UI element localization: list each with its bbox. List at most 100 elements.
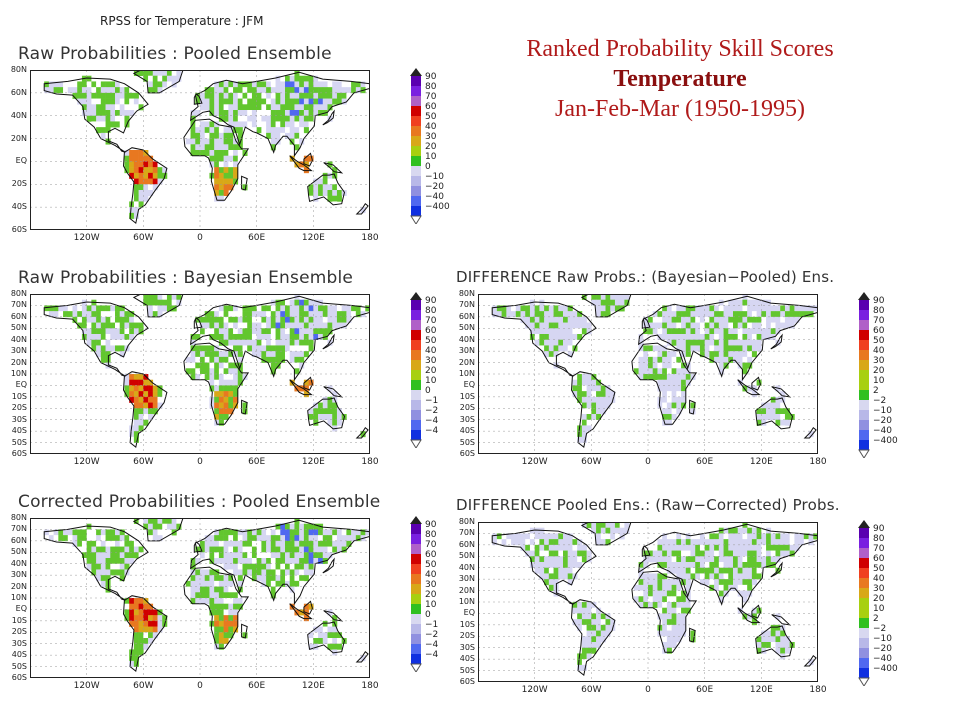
lat-label: 20S [11, 627, 27, 637]
lon-label: 60E [248, 457, 266, 467]
coastline-japan [322, 109, 335, 126]
colorbar-bottom-arrow [410, 439, 422, 448]
colorbar-label: 90 [873, 296, 885, 306]
colorbar-swatch [859, 578, 869, 588]
lat-label: 50N [10, 323, 27, 333]
lat-label: 80N [458, 289, 475, 298]
lat-label: 60S [459, 449, 475, 458]
colorbar-swatch [859, 658, 869, 668]
coastline-greenland [580, 522, 632, 546]
lat-label: 40S [459, 426, 475, 436]
coastline-southAmerica [570, 371, 616, 448]
colorbar-label: 40 [873, 346, 885, 356]
heading-line2: Temperature [613, 66, 747, 92]
colorbar-label: 80 [873, 534, 885, 544]
colorbar-label: −10 [425, 172, 444, 182]
colorbar-label: 10 [873, 604, 885, 614]
coastline-borneo [303, 152, 313, 167]
coastline-indonesia [737, 607, 761, 624]
colorbar-swatch [859, 380, 869, 390]
lat-label: 10N [458, 369, 475, 378]
colorbar-label: −400 [873, 664, 898, 674]
coastline-madagascar [689, 627, 696, 643]
colorbar-label: −10 [873, 406, 892, 416]
colorbar-swatch [411, 350, 421, 360]
colorbar-label: −40 [873, 426, 892, 436]
coastline-northAmerica [43, 301, 149, 377]
coastline-madagascar [241, 399, 248, 415]
colorbar-swatch [411, 654, 421, 664]
coastline-uk [193, 541, 203, 553]
lat-label: 60S [459, 677, 475, 686]
colorbar-swatch [411, 86, 421, 96]
coastline-africa [631, 342, 698, 425]
colorbar-label: −2 [425, 630, 439, 640]
colorbar-swatch [859, 400, 869, 410]
coastline-uk [641, 317, 651, 329]
colorbar-label: 2 [873, 386, 879, 396]
colorbar-swatch [411, 166, 421, 176]
coastline-newguinea [771, 386, 792, 398]
lat-label: 50S [459, 665, 475, 675]
lon-label: 60W [581, 457, 602, 467]
lat-label: 40N [458, 334, 475, 344]
lat-label: 40S [11, 426, 27, 436]
lat-label: 40S [11, 650, 27, 660]
colorbar-swatch [411, 96, 421, 106]
lat-label: 10N [10, 593, 27, 602]
coastline-greenland [132, 294, 184, 318]
lat-label: 60N [458, 311, 475, 321]
colorbar-label: −10 [873, 634, 892, 644]
lat-label: 70N [458, 528, 475, 538]
coastline-indonesia [289, 379, 313, 396]
map-frame [478, 294, 818, 454]
colorbar-label: 50 [425, 336, 437, 346]
colorbar-swatch [411, 534, 421, 544]
lat-label: 50N [458, 323, 475, 333]
lat-label: 20N [458, 585, 475, 595]
coastline-eurasia [637, 523, 818, 610]
lon-label: 180 [361, 681, 379, 691]
panel-title: Raw Probabilities : Bayesian Ensemble [18, 268, 354, 288]
colorbar-label: 70 [425, 92, 437, 102]
map-frame [30, 518, 370, 678]
colorbar-label: 90 [425, 520, 437, 530]
lon-label: 180 [361, 457, 379, 467]
skill-grid [492, 294, 818, 443]
panel-title: DIFFERENCE Pooled Ens.: (Raw−Corrected) … [456, 496, 840, 514]
lon-label: 0 [197, 457, 203, 467]
coastline-nz [803, 654, 817, 667]
colorbar-swatch [411, 300, 421, 310]
colorbar-label: 20 [425, 142, 437, 152]
colorbar-swatch [411, 156, 421, 166]
colorbar-bottom-arrow [858, 449, 870, 458]
colorbar-swatch [411, 76, 421, 86]
colorbar-swatch [859, 648, 869, 658]
map-plot [30, 294, 370, 454]
slide-heading: Ranked Probability Skill Scores Temperat… [455, 34, 905, 124]
lat-label: 60S [11, 225, 27, 234]
colorbar-swatch [411, 410, 421, 420]
colorbar-swatch [411, 524, 421, 534]
coastline-uk [193, 93, 203, 105]
colorbar-label: −4 [425, 416, 439, 426]
colorbar-swatch [411, 360, 421, 370]
colorbar-label: −2 [425, 406, 439, 416]
colorbar-bottom-arrow [858, 677, 870, 686]
colorbar-label: 60 [873, 326, 885, 336]
coastline-nz [355, 426, 369, 439]
lat-label: 20N [10, 357, 27, 367]
colorbar-swatch [859, 370, 869, 380]
lat-label: EQ [15, 380, 27, 390]
colorbar-swatch [411, 116, 421, 126]
lat-label: 20S [459, 631, 475, 641]
lat-label: EQ [15, 156, 27, 166]
coastline-northAmerica [491, 301, 597, 377]
colorbar-bottom-arrow [410, 663, 422, 672]
colorbar-swatch [411, 400, 421, 410]
colorbar-swatch [859, 410, 869, 420]
colorbar-swatch [859, 548, 869, 558]
coastline-madagascar [241, 175, 248, 191]
map-plot [30, 70, 370, 230]
colorbar-label: −2 [873, 624, 887, 634]
